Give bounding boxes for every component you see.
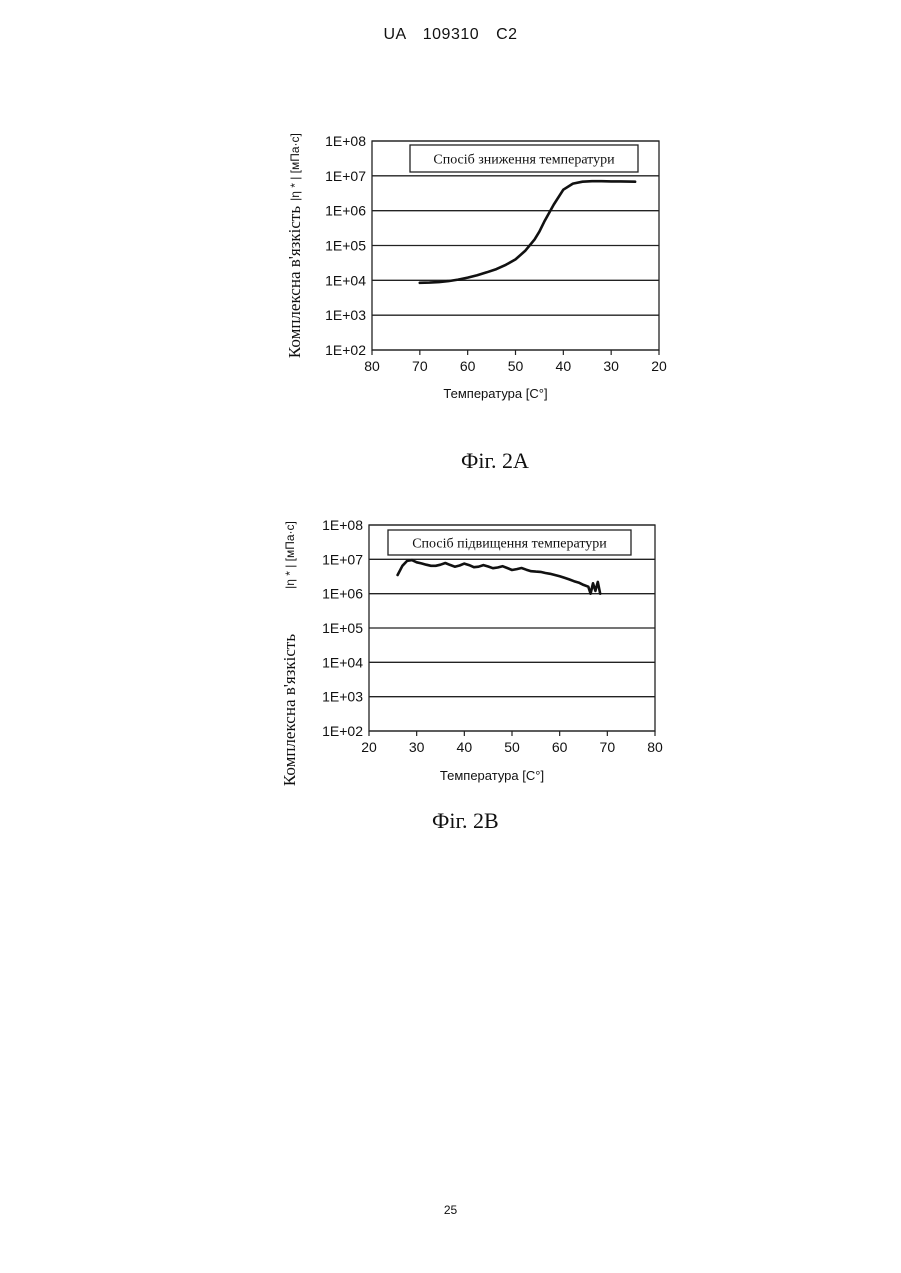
y-axis-label: Комплексна в'язкість	[280, 634, 299, 786]
y-tick-label: 1E+06	[322, 586, 363, 602]
y-tick-label: 1E+07	[322, 551, 363, 567]
chart-viscosity-heating: 1E+02 1E+03 1E+04 1E+05 1E+06 1E+07 1E+08 20 30 4…	[0, 0, 901, 820]
page-number: 25	[0, 1203, 901, 1217]
y-tick-label: 1E+04	[322, 654, 363, 670]
x-tick-label: 80	[647, 739, 663, 755]
legend-label: Спосіб підвищення температури	[412, 537, 607, 552]
y-axis-units: |η * | [мПа·с]	[283, 521, 297, 589]
x-tick-label: 40	[457, 739, 473, 755]
y-tick-label: 1E+05	[322, 620, 363, 636]
x-tick-label: 30	[409, 739, 425, 755]
figure-caption-2b: Фіг. 2В	[432, 808, 499, 834]
x-tick-label: 60	[552, 739, 568, 755]
y-tick-label: 1E+08	[322, 517, 363, 533]
x-tick-label: 70	[600, 739, 616, 755]
y-tick-label: 1E+02	[322, 723, 363, 739]
x-tick-label: 50	[504, 739, 520, 755]
x-tick-label: 20	[361, 739, 377, 755]
x-axis-label: Температура [С°]	[440, 768, 544, 783]
y-tick-label: 1E+03	[322, 689, 363, 705]
series-line	[398, 560, 601, 594]
